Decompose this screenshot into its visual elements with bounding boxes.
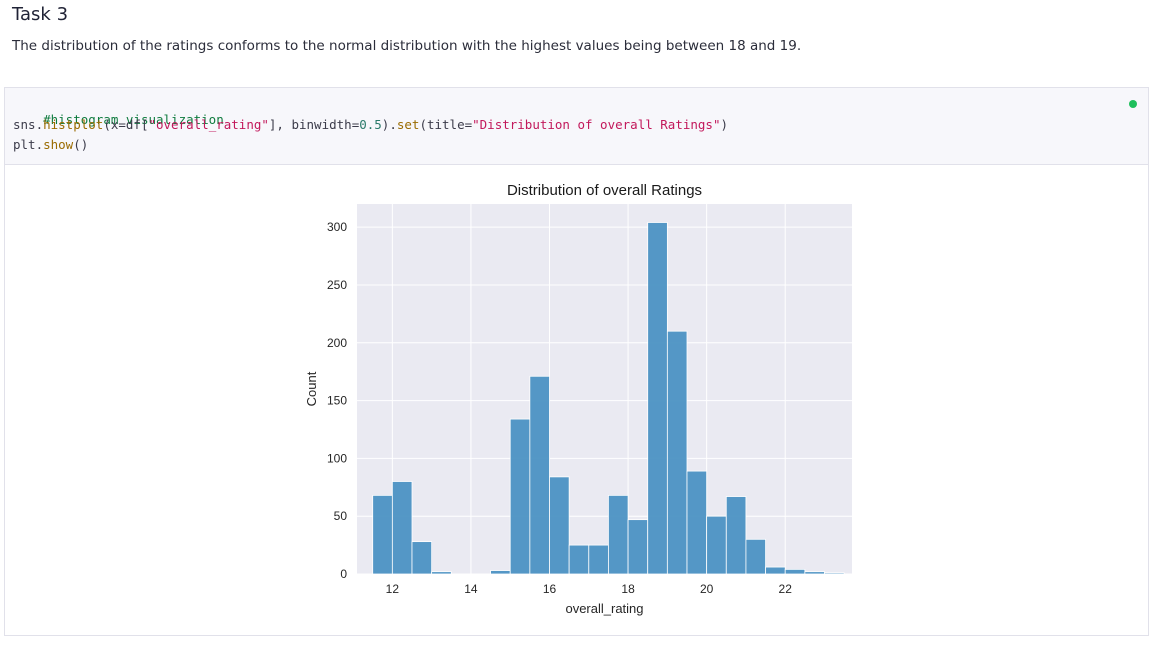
- histogram-bar: [784, 568, 806, 575]
- code-function: histplot: [43, 117, 104, 132]
- y-tick-label: 0: [340, 567, 347, 581]
- code-line-1: #histogram visualization: [13, 97, 224, 142]
- y-axis-label: Count: [304, 371, 319, 406]
- x-tick-label: 12: [386, 582, 400, 596]
- code-token: (x=df[: [103, 117, 149, 132]
- code-string: "Distribution of overall Ratings": [472, 117, 721, 132]
- code-function: set: [396, 117, 420, 132]
- histogram-bar: [745, 538, 766, 575]
- code-token: (title=: [419, 117, 473, 132]
- code-token: ): [720, 117, 729, 132]
- histogram-bar: [588, 544, 609, 575]
- code-token: ], binwidth=: [268, 117, 360, 132]
- histogram-bar: [391, 481, 413, 575]
- code-number: 0.5: [359, 117, 382, 132]
- x-tick-label: 18: [621, 582, 635, 596]
- histogram-bar: [824, 572, 845, 575]
- x-tick-label: 16: [543, 582, 557, 596]
- chart-title: Distribution of overall Ratings: [507, 182, 702, 199]
- histogram-bar: [431, 571, 452, 575]
- histogram-chart: 0 50 100 150 200 250 300 12 14 16 18 20 22 Distributi…: [304, 182, 852, 616]
- code-line-3: plt.show(): [13, 137, 88, 152]
- code-token: plt.: [13, 137, 44, 152]
- task-heading: Task 3: [12, 4, 69, 25]
- code-comment: #histogram visualization: [43, 112, 224, 127]
- plot-area: [357, 204, 852, 574]
- x-tick-label: 14: [464, 582, 478, 596]
- y-tick-label: 150: [327, 394, 347, 408]
- histogram-bar: [568, 544, 590, 575]
- histogram-bar: [666, 330, 688, 575]
- y-tick-label: 50: [334, 509, 348, 523]
- histogram-bar: [647, 222, 668, 575]
- histogram-bar: [706, 515, 727, 575]
- y-tick-label: 300: [327, 220, 347, 234]
- y-tick-label: 200: [327, 336, 347, 350]
- histogram-bar: [686, 470, 708, 575]
- histogram-bar: [509, 418, 531, 575]
- code-function: show: [43, 137, 74, 152]
- cell-status-indicator: [1129, 100, 1137, 108]
- histogram-bar: [549, 476, 570, 575]
- code-token: sns.: [13, 117, 44, 132]
- histogram-bar: [765, 566, 786, 575]
- code-token: (): [73, 137, 89, 152]
- histogram-bar: [529, 375, 550, 575]
- code-line-2: sns.histplot(x=df["overall_rating"], bin…: [13, 117, 728, 132]
- histogram-bar: [725, 496, 747, 575]
- x-tick-label: 20: [700, 582, 714, 596]
- output-cell: 0 50 100 150 200 250 300 12 14 16 18 20 22 Distributi…: [4, 164, 1149, 636]
- task-description: The distribution of the ratings conforms…: [12, 38, 802, 54]
- x-tick-label: 22: [779, 582, 793, 596]
- code-token: ).: [381, 117, 397, 132]
- histogram-bar: [627, 519, 649, 575]
- x-axis-label: overall_rating: [565, 601, 643, 616]
- code-cell[interactable]: #histogram visualization sns.histplot(x=…: [4, 87, 1149, 164]
- histogram-bar: [411, 541, 433, 575]
- histogram-bar: [490, 570, 511, 575]
- y-tick-label: 100: [327, 451, 347, 465]
- histogram-bar: [372, 494, 393, 575]
- code-string: "overall_rating": [148, 117, 269, 132]
- histogram-bar: [608, 494, 629, 575]
- y-tick-label: 250: [327, 278, 347, 292]
- histogram-bar: [804, 571, 825, 575]
